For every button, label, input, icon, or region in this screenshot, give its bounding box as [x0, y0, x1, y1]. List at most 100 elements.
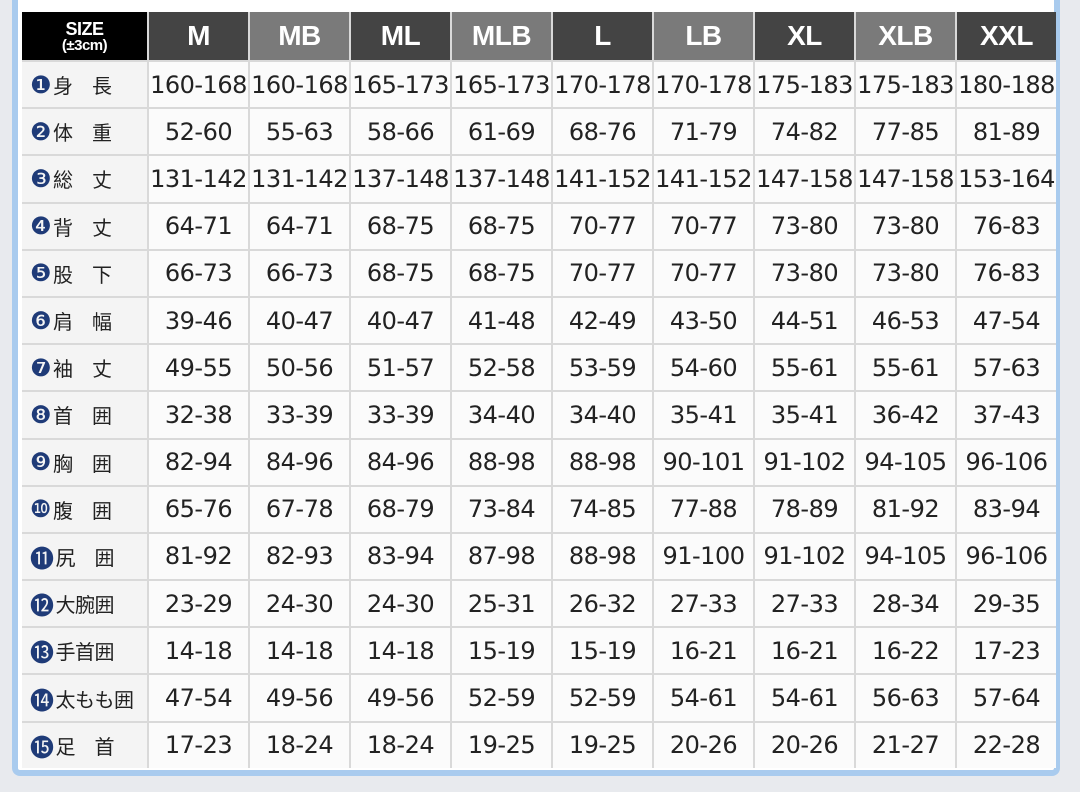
size-value: 16-22	[856, 628, 955, 674]
column-header: XXL	[957, 12, 1056, 60]
column-header: XL	[755, 12, 854, 60]
size-value: 175-183	[856, 62, 955, 108]
row-label-cell: ⓬ 大腕囲	[22, 581, 147, 627]
column-header: ML	[351, 12, 450, 60]
size-value: 94-105	[856, 533, 955, 580]
row-label: 首 囲	[53, 404, 112, 429]
row-label: 腹 囲	[53, 498, 112, 523]
size-value: 36-42	[856, 392, 955, 438]
row-label-cell: ⓭ 手首囲	[22, 628, 147, 674]
size-value: 27-33	[654, 581, 753, 627]
size-value: 81-92	[149, 533, 248, 580]
size-value: 50-56	[250, 345, 349, 391]
row-label: 身 長	[53, 74, 112, 99]
size-value: 44-51	[755, 297, 854, 344]
size-value: 14-18	[149, 628, 248, 674]
size-value: 27-33	[755, 581, 854, 627]
row-number: ❹	[30, 212, 52, 241]
size-value: 33-39	[351, 392, 450, 438]
row-label: 太もも囲	[55, 687, 135, 712]
row-number: ❽	[30, 400, 52, 429]
size-value: 26-32	[553, 581, 652, 627]
size-value: 68-75	[452, 203, 551, 249]
size-value: 24-30	[250, 581, 349, 627]
size-value: 52-60	[149, 109, 248, 155]
size-value: 96-106	[957, 533, 1056, 580]
size-value: 70-77	[553, 250, 652, 296]
size-value: 14-18	[351, 628, 450, 674]
row-number: ⓬	[30, 592, 54, 621]
size-value: 91-102	[755, 439, 854, 485]
size-value: 23-29	[149, 581, 248, 627]
size-value: 77-88	[654, 486, 753, 532]
size-value: 19-25	[553, 722, 652, 768]
tolerance: (±3cm)	[61, 36, 108, 54]
size-value: 68-75	[351, 250, 450, 296]
size-value: 55-63	[250, 109, 349, 155]
size-value: 84-96	[250, 439, 349, 485]
size-value: 70-77	[654, 250, 753, 296]
size-value: 35-41	[654, 392, 753, 438]
size-value: 88-98	[553, 533, 652, 580]
size-value: 15-19	[452, 628, 551, 674]
size-value: 76-83	[957, 203, 1056, 249]
size-value: 94-105	[856, 439, 955, 485]
size-value: 180-188	[957, 62, 1056, 108]
size-value: 73-84	[452, 486, 551, 532]
row-label: 袖 丈	[53, 357, 112, 382]
size-value: 165-173	[452, 62, 551, 108]
size-value: 40-47	[250, 297, 349, 344]
size-value: 66-73	[149, 250, 248, 296]
size-value: 91-102	[755, 533, 854, 580]
size-value: 56-63	[856, 675, 955, 721]
size-value: 54-61	[654, 675, 753, 721]
size-value: 29-35	[957, 581, 1056, 627]
row-label: 股 下	[53, 262, 112, 287]
size-label: SIZE	[65, 18, 104, 39]
size-value: 68-75	[351, 203, 450, 249]
size-value: 131-142	[149, 156, 248, 202]
size-value: 74-85	[553, 486, 652, 532]
size-value: 160-168	[250, 62, 349, 108]
size-value: 47-54	[149, 675, 248, 721]
size-value: 57-64	[957, 675, 1056, 721]
size-value: 34-40	[553, 392, 652, 438]
row-number: ❷	[30, 117, 52, 146]
size-value: 147-158	[755, 156, 854, 202]
size-value: 66-73	[250, 250, 349, 296]
size-value: 170-178	[654, 62, 753, 108]
size-value: 147-158	[856, 156, 955, 202]
size-value: 165-173	[351, 62, 450, 108]
size-value: 67-78	[250, 486, 349, 532]
size-value: 54-60	[654, 345, 753, 391]
size-value: 55-61	[856, 345, 955, 391]
size-value: 14-18	[250, 628, 349, 674]
row-label-cell: ⓮ 太もも囲	[22, 675, 147, 721]
size-value: 46-53	[856, 297, 955, 344]
column-header: L	[553, 12, 652, 60]
size-value: 84-96	[351, 439, 450, 485]
size-value: 73-80	[856, 203, 955, 249]
row-label: 胸 囲	[53, 451, 112, 476]
size-value: 43-50	[654, 297, 753, 344]
size-value: 131-142	[250, 156, 349, 202]
size-value: 153-164	[957, 156, 1056, 202]
size-value: 17-23	[149, 722, 248, 768]
row-number: ❿	[30, 495, 52, 524]
row-label: 体 重	[53, 121, 112, 146]
size-value: 88-98	[553, 439, 652, 485]
size-value: 88-98	[452, 439, 551, 485]
row-number: ❸	[30, 164, 52, 193]
size-value: 57-63	[957, 345, 1056, 391]
size-value: 35-41	[755, 392, 854, 438]
